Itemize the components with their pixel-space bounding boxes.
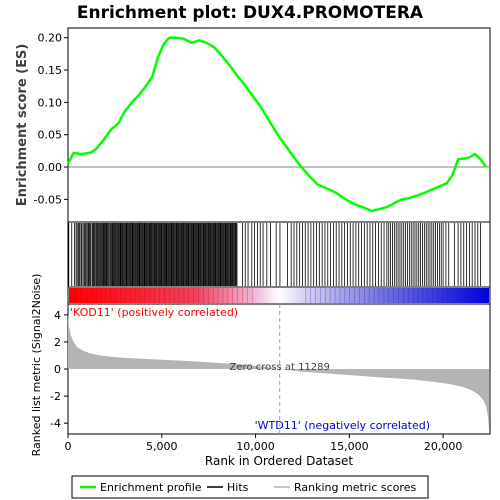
es-y-axis-label: Enrichment score (ES) xyxy=(15,44,30,207)
metric-y-tick-label: -4 xyxy=(50,417,61,430)
metric-y-tick-label: 2 xyxy=(54,336,61,349)
negative-correlation-label: 'WTD11' (negatively correlated) xyxy=(255,419,430,432)
zero-cross-label: Zero cross at 11289 xyxy=(230,362,330,373)
es-y-tick-label: 0.15 xyxy=(38,64,63,77)
es-y-tick-label: -0.05 xyxy=(34,193,62,206)
legend-enrichment-label: Enrichment profile xyxy=(100,481,202,494)
rank-x-tick-label: 0 xyxy=(65,440,72,453)
hit-markers xyxy=(68,223,482,286)
enrichment-profile-line xyxy=(66,36,488,213)
es-panel-frame xyxy=(67,27,491,223)
metric-y-tick-label: 4 xyxy=(54,309,61,322)
metric-y-axis-label: Ranked list metric (Signal2Noise) xyxy=(30,274,43,457)
legend-metric-label: Ranking metric scores xyxy=(294,481,416,494)
metric-y-tick-label: -2 xyxy=(50,390,61,403)
es-y-tick-label: 0.20 xyxy=(38,32,63,45)
legend-box xyxy=(71,475,429,499)
hits-panel xyxy=(67,221,491,288)
rank-x-ticks: 0 5,000 10,000 15,000 20,000 xyxy=(65,434,463,453)
metric-panel: Zero cross at 11289 'KOD11' (positively … xyxy=(30,274,491,468)
es-y-tick-label: 0.05 xyxy=(38,129,63,142)
rank-x-tick-label: 10,000 xyxy=(236,440,275,453)
metric-y-tick-label: 0 xyxy=(54,363,61,376)
metric-y-ticks: 4 2 0 -2 -4 xyxy=(50,309,68,430)
rank-gradient-stripes xyxy=(71,288,487,303)
legend: Enrichment profile Hits Ranking metric s… xyxy=(71,475,429,499)
es-panel: 0.20 0.15 0.10 0.05 0.00 -0.05 Enrichment sco… xyxy=(15,27,491,223)
rank-x-tick-label: 5,000 xyxy=(146,440,178,453)
rank-x-axis-label: Rank in Ordered Dataset xyxy=(205,454,353,468)
es-y-tick-label: 0.10 xyxy=(38,96,63,109)
ranking-metric-area xyxy=(68,313,490,430)
legend-hits-label: Hits xyxy=(227,481,249,494)
rank-x-tick-label: 15,000 xyxy=(330,440,369,453)
rank-gradient-fill xyxy=(69,288,490,303)
rank-colour-bar xyxy=(67,286,491,305)
rank-x-tick-label: 20,000 xyxy=(424,440,463,453)
es-y-ticks: 0.20 0.15 0.10 0.05 0.00 -0.05 xyxy=(34,32,68,206)
positive-correlation-label: 'KOD11' (positively correlated) xyxy=(70,306,238,319)
chart-title: Enrichment plot: DUX4.PROMOTERA xyxy=(77,3,424,23)
es-y-tick-label: 0.00 xyxy=(38,161,63,174)
